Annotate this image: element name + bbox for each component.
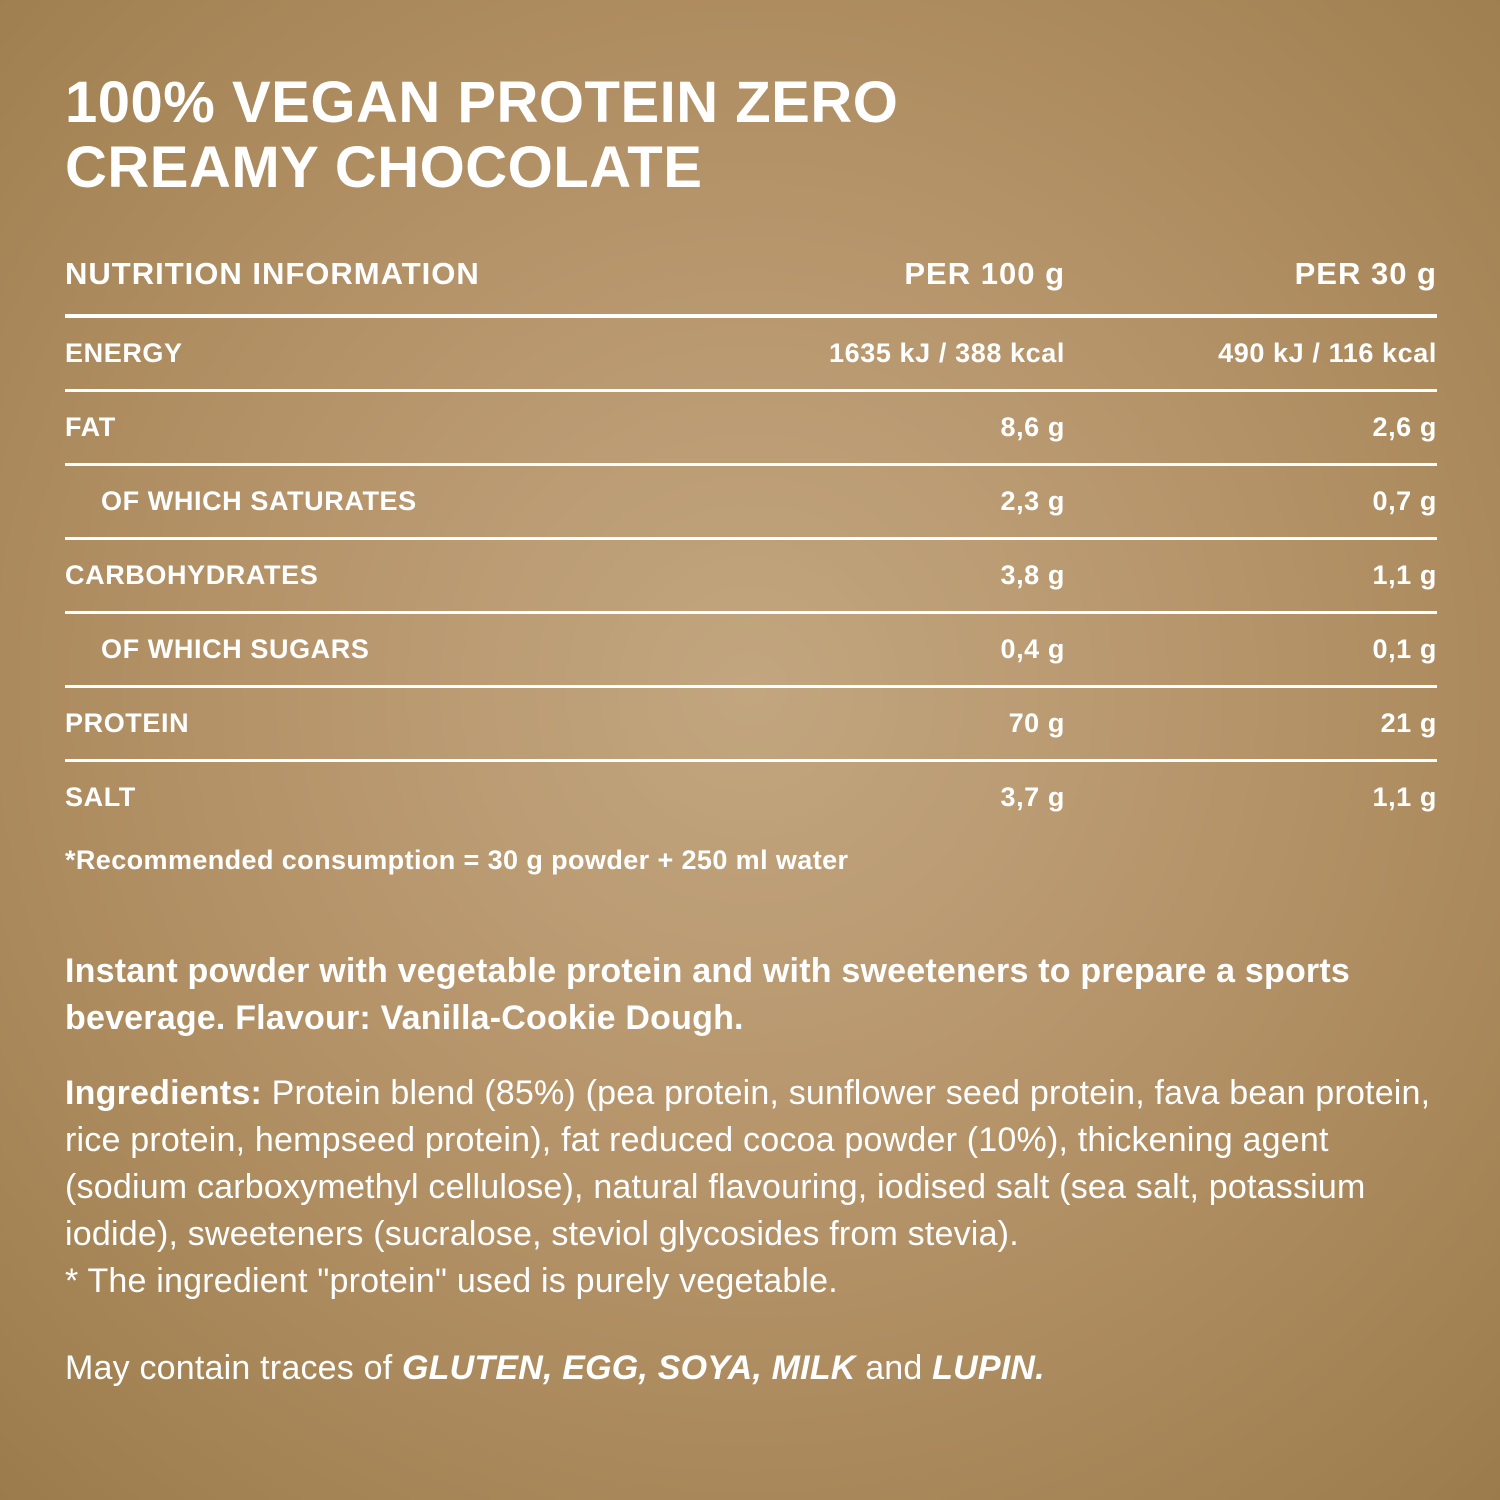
allergen-last: LUPIN. xyxy=(932,1349,1045,1387)
header-nutrition-information: NUTRITION INFORMATION xyxy=(65,256,480,291)
nutrition-row: OF WHICH SATURATES 2,3 g 0,7 g xyxy=(65,466,1437,540)
label-page: 100% VEGAN PROTEIN ZERO CREAMY CHOCOLATE… xyxy=(0,0,1500,1392)
allergen-prefix: May contain traces of xyxy=(65,1349,402,1387)
nutrient-value-per-100g: 8,6 g xyxy=(1000,412,1065,442)
nutrient-value-per-100g: 0,4 g xyxy=(1000,634,1065,664)
allergen-statement: May contain traces of GLUTEN, EGG, SOYA,… xyxy=(65,1345,1437,1392)
nutrient-name: OF WHICH SUGARS xyxy=(101,634,370,664)
nutrient-value-per-30g: 21 g xyxy=(1380,708,1437,738)
header-per-100g: PER 100 g xyxy=(904,256,1065,291)
ingredients-label: Ingredients: xyxy=(65,1074,262,1112)
nutrient-name: PROTEIN xyxy=(65,708,190,738)
nutrient-value-per-100g: 70 g xyxy=(1008,708,1065,738)
nutrition-row: SALT 3,7 g 1,1 g xyxy=(65,762,1437,833)
nutrition-table: NUTRITION INFORMATION PER 100 g PER 30 g… xyxy=(65,256,1437,876)
nutrient-value-per-30g: 490 kJ / 116 kcal xyxy=(1218,338,1437,368)
nutrition-table-header: NUTRITION INFORMATION PER 100 g PER 30 g xyxy=(65,256,1437,318)
vegetable-protein-note: * The ingredient "protein" used is purel… xyxy=(65,1262,838,1300)
allergen-list: GLUTEN, EGG, SOYA, MILK xyxy=(402,1349,856,1387)
nutrient-value-per-30g: 1,1 g xyxy=(1372,560,1437,590)
nutrition-table-rows: ENERGY 1635 kJ / 388 kcal 490 kJ / 116 k… xyxy=(65,318,1437,833)
nutrient-name: OF WHICH SATURATES xyxy=(101,486,417,516)
nutrient-name: SALT xyxy=(65,782,136,812)
nutrient-value-per-100g: 1635 kJ / 388 kcal xyxy=(828,338,1065,368)
nutrient-value-per-100g: 2,3 g xyxy=(1000,486,1065,516)
nutrient-value-per-30g: 1,1 g xyxy=(1372,782,1437,812)
nutrient-value-per-30g: 0,1 g xyxy=(1372,634,1437,664)
nutrient-name: CARBOHYDRATES xyxy=(65,560,319,590)
nutrition-row: CARBOHYDRATES 3,8 g 1,1 g xyxy=(65,540,1437,614)
product-title-line1: 100% VEGAN PROTEIN ZERO xyxy=(65,70,899,135)
serving-footnote: *Recommended consumption = 30 g powder +… xyxy=(65,845,849,875)
header-per-30g: PER 30 g xyxy=(1294,256,1437,291)
product-description: Instant powder with vegetable protein an… xyxy=(65,952,1350,1037)
nutrient-value-per-30g: 0,7 g xyxy=(1372,486,1437,516)
ingredients-text: Protein blend (85%) (pea protein, sunflo… xyxy=(65,1074,1431,1253)
nutrient-value-per-100g: 3,8 g xyxy=(1000,560,1065,590)
nutrition-row: PROTEIN 70 g 21 g xyxy=(65,688,1437,762)
nutrient-value-per-30g: 2,6 g xyxy=(1372,412,1437,442)
nutrition-row: ENERGY 1635 kJ / 388 kcal 490 kJ / 116 k… xyxy=(65,318,1437,392)
nutrition-row: FAT 8,6 g 2,6 g xyxy=(65,392,1437,466)
nutrient-value-per-100g: 3,7 g xyxy=(1000,782,1065,812)
product-title: 100% VEGAN PROTEIN ZERO CREAMY CHOCOLATE xyxy=(65,0,1437,200)
product-title-line2: CREAMY CHOCOLATE xyxy=(65,135,703,200)
allergen-conjunction: and xyxy=(855,1349,933,1387)
nutrient-name: ENERGY xyxy=(65,338,183,368)
ingredients-paragraph: Ingredients: Protein blend (85%) (pea pr… xyxy=(65,1070,1437,1305)
nutrition-row: OF WHICH SUGARS 0,4 g 0,1 g xyxy=(65,614,1437,688)
nutrient-name: FAT xyxy=(65,412,116,442)
